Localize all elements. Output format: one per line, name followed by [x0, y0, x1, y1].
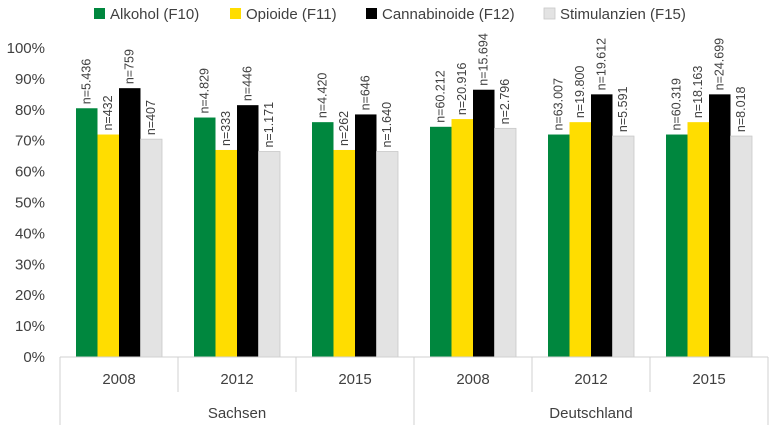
x-tick-label: 2008: [102, 371, 135, 388]
y-axis: 0% 10% 20% 30% 40% 50% 60% 70% 80% 90% 100%: [7, 40, 45, 366]
data-labels: n=5.436 n=432 n=759 n=407 n=4.829 n=333 n=446 n…: [80, 33, 749, 147]
legend-swatch: [230, 8, 241, 19]
y-tick-label: 80%: [15, 102, 45, 119]
bar: [97, 134, 119, 357]
bar: [473, 89, 495, 357]
bar: [591, 94, 613, 357]
y-tick-label: 70%: [15, 133, 45, 150]
data-label: n=19.612: [595, 38, 609, 91]
bar: [140, 138, 163, 358]
data-label: n=432: [101, 95, 115, 130]
bar: [376, 151, 399, 358]
x-tick-label: 2008: [456, 371, 489, 388]
x-tick-label: 2012: [220, 371, 253, 388]
legend-label: Cannabinoide (F12): [382, 6, 515, 23]
bar: [237, 105, 259, 357]
x-axis: 2008 2012 2015 2008 2012 2015 Sachsen Deutschla…: [59, 356, 769, 425]
y-tick-label: 60%: [15, 164, 45, 181]
data-label: n=1.640: [380, 102, 394, 148]
y-tick-label: 20%: [15, 287, 45, 304]
data-label: n=333: [219, 111, 233, 146]
y-tick-label: 100%: [7, 40, 45, 57]
x-tick-label: 2012: [574, 371, 607, 388]
x-group-label: Deutschland: [549, 405, 632, 422]
data-label: n=8.018: [734, 86, 748, 132]
bar: [194, 117, 216, 358]
data-label: n=19.800: [573, 66, 587, 119]
y-tick-label: 10%: [15, 318, 45, 335]
data-label: n=20.916: [455, 63, 469, 116]
bar: [215, 149, 237, 357]
data-label: n=262: [337, 111, 351, 146]
bar: [730, 135, 753, 358]
bar: [687, 122, 709, 357]
bar: [312, 122, 334, 357]
y-tick-label: 50%: [15, 195, 45, 212]
data-label: n=4.420: [316, 73, 330, 119]
bar: [451, 119, 473, 357]
legend-swatch: [94, 8, 105, 19]
legend-label: Opioide (F11): [246, 6, 337, 23]
data-label: n=18.163: [691, 66, 705, 119]
data-label: n=2.796: [498, 79, 512, 125]
bar: [709, 94, 731, 357]
legend-swatch: [543, 7, 556, 20]
legend-label: Alkohol (F10): [110, 6, 199, 23]
data-label: n=1.171: [262, 102, 276, 148]
data-label: n=446: [241, 66, 255, 101]
bar: [494, 127, 517, 358]
bar: [612, 135, 635, 358]
x-group-label: Sachsen: [208, 405, 266, 422]
data-label: n=60.212: [434, 70, 448, 123]
bar: [333, 149, 355, 357]
data-label: n=5.436: [80, 59, 94, 105]
y-tick-label: 0%: [23, 349, 45, 366]
bar: [666, 134, 688, 357]
bar: [569, 122, 591, 357]
data-label: n=646: [359, 75, 373, 110]
data-label: n=4.829: [198, 68, 212, 114]
chart-legend: Alkohol (F10) Opioide (F11) Cannabinoide (…: [94, 6, 686, 23]
data-label: n=60.319: [670, 78, 684, 131]
bar: [430, 126, 452, 357]
y-tick-label: 30%: [15, 256, 45, 273]
data-label: n=63.007: [552, 78, 566, 131]
bar: [119, 88, 141, 358]
data-label: n=759: [123, 49, 137, 84]
bar: [355, 114, 377, 357]
x-tick-label: 2015: [338, 371, 371, 388]
legend-swatch: [366, 8, 377, 19]
data-label: n=5.591: [616, 86, 630, 132]
data-label: n=24.699: [713, 38, 727, 91]
y-tick-label: 40%: [15, 225, 45, 242]
bar: [76, 108, 98, 357]
bar: [548, 134, 570, 357]
data-label: n=407: [144, 100, 158, 135]
x-tick-label: 2015: [692, 371, 725, 388]
bar: [258, 151, 281, 358]
bar-series-area: [76, 88, 753, 358]
data-label: n=15.694: [477, 33, 491, 86]
legend-label: Stimulanzien (F15): [560, 6, 686, 23]
y-tick-label: 90%: [15, 71, 45, 88]
